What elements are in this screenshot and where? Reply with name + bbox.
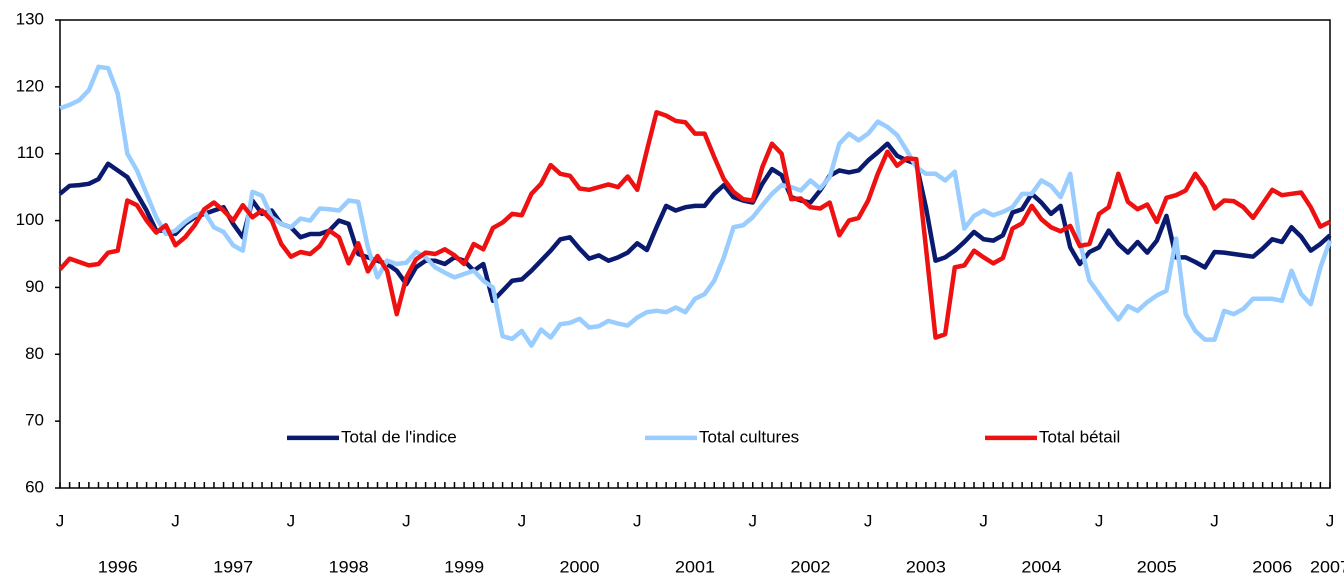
y-tick-label: 90 — [25, 277, 44, 296]
x-tick-label: J — [402, 511, 411, 530]
x-tick-label: J — [979, 511, 988, 530]
year-label: 2002 — [790, 557, 830, 576]
x-tick-label: J — [864, 511, 873, 530]
legend-label: Total bétail — [1039, 427, 1120, 446]
year-label: 2006 — [1252, 557, 1292, 576]
year-label: 2003 — [906, 557, 946, 576]
x-tick-label: J — [1210, 511, 1219, 530]
year-label: 1997 — [213, 557, 253, 576]
legend-label: Total cultures — [699, 427, 799, 446]
y-tick-label: 100 — [16, 210, 44, 229]
year-label: 2001 — [675, 557, 715, 576]
y-tick-label: 130 — [16, 9, 44, 28]
year-label: 1999 — [444, 557, 484, 576]
y-tick-label: 120 — [16, 76, 44, 95]
x-tick-label: J — [518, 511, 527, 530]
y-tick-label: 60 — [25, 477, 44, 496]
year-label: 1998 — [329, 557, 369, 576]
y-tick-label: 70 — [25, 411, 44, 430]
x-tick-label: J — [1095, 511, 1104, 530]
x-tick-label: J — [287, 511, 296, 530]
legend-label: Total de l'indice — [341, 427, 457, 446]
x-tick-label: J — [748, 511, 757, 530]
series-line — [58, 110, 1331, 340]
year-label: 1996 — [98, 557, 138, 576]
series-line — [59, 64, 1333, 348]
plot-frame — [59, 19, 1331, 489]
series-line — [58, 141, 1332, 304]
x-tick-label: J — [56, 511, 65, 530]
year-label: 2007 — [1310, 557, 1344, 576]
x-tick-label: J — [633, 511, 642, 530]
year-label: 2004 — [1021, 557, 1061, 576]
year-label: 2000 — [560, 557, 600, 576]
x-tick-label: J — [1326, 511, 1335, 530]
y-tick-label: 80 — [25, 344, 44, 363]
year-label: 2005 — [1137, 557, 1177, 576]
y-tick-label: 110 — [17, 143, 44, 162]
x-tick-label: J — [171, 511, 180, 530]
